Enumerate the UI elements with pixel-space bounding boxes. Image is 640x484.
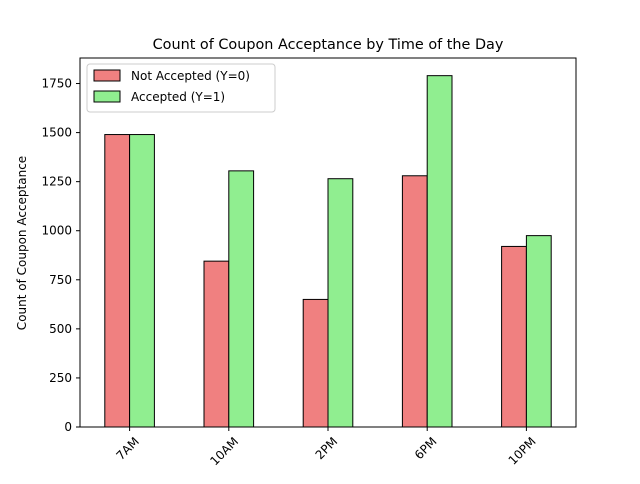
y-tick-label: 500 [49,322,72,336]
legend-swatch-not-accepted [93,69,121,82]
bars-layer [104,75,552,428]
y-axis: 0 250 500 750 1000 1250 1500 1750 [41,77,80,434]
bar-2pm-not-accepted [302,298,329,428]
y-tick-label: 1250 [41,175,72,189]
legend: Not Accepted (Y=0) Accepted (Y=1) [86,63,276,113]
plot-frame [79,57,577,428]
bar-6pm-accepted [426,75,453,428]
y-tick-label: 1000 [41,224,72,238]
legend-label-not-accepted: Not Accepted (Y=0) [131,69,250,83]
bar-7am-not-accepted [104,134,131,428]
y-axis-label: Count of Coupon Acceptance [15,156,29,330]
bar-6pm-not-accepted [401,175,428,428]
y-tick-label: 0 [64,420,72,434]
y-tick-label: 1500 [41,126,72,140]
y-tick-label: 250 [49,371,72,385]
legend-box [86,63,276,113]
legend-swatch-accepted [93,90,121,103]
bar-10pm-accepted [525,235,552,428]
chart-title: Count of Coupon Acceptance by Time of th… [153,37,504,53]
bar-7am-accepted [129,134,155,428]
bar-10pm-not-accepted [501,245,527,428]
bar-10am-not-accepted [203,260,230,428]
legend-label-accepted: Accepted (Y=1) [131,90,225,104]
bar-2pm-accepted [327,178,354,428]
y-tick-label: 750 [49,273,72,287]
bar-10am-accepted [228,170,255,428]
y-tick-label: 1750 [41,77,72,91]
